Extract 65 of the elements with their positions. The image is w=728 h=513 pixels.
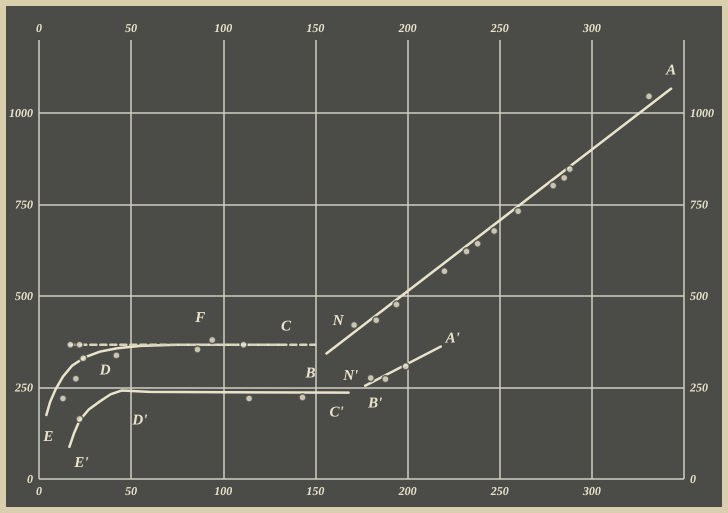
y-tick-label: 750	[15, 198, 33, 212]
x-tick-label: 150	[306, 21, 324, 35]
line-series	[68, 389, 350, 448]
point	[66, 340, 75, 349]
point	[372, 316, 380, 324]
point	[350, 320, 358, 330]
x2-tick-label: 100	[214, 484, 232, 498]
point	[366, 374, 375, 382]
x-tick-label: 250	[490, 21, 509, 35]
y2-tick-label: 500	[690, 289, 708, 304]
annotation: B'	[367, 396, 382, 412]
annotation: E'	[73, 454, 88, 471]
annotation: A'	[444, 330, 460, 347]
point	[644, 92, 654, 101]
x2-tick-label: 200	[398, 484, 417, 498]
y2-tick-label: 750	[690, 198, 708, 212]
point	[112, 351, 121, 360]
point	[72, 374, 80, 384]
point	[392, 300, 401, 309]
x2-tick-label: 150	[306, 484, 324, 498]
point	[244, 394, 254, 403]
x-tick-label: 50	[125, 21, 138, 35]
x2-tick-label: 250	[490, 484, 509, 498]
annotation: C	[280, 318, 292, 335]
point	[381, 374, 390, 384]
point	[78, 354, 88, 363]
y-tick-label: 1000	[9, 106, 33, 120]
x2-tick-label: 50	[125, 484, 138, 498]
annotation: A	[665, 62, 676, 79]
y2-tick-label: 1000	[690, 106, 714, 120]
annotation: N	[332, 312, 345, 329]
annotation: N'	[342, 368, 358, 384]
point	[298, 393, 307, 402]
point	[566, 164, 574, 174]
annotation: E	[42, 428, 54, 445]
point	[514, 206, 522, 216]
x-tick-label: 200	[398, 21, 417, 35]
x-tick-label: 100	[214, 21, 232, 35]
point	[208, 336, 216, 344]
point	[239, 340, 248, 349]
x2-tick-label: 300	[582, 484, 601, 498]
point	[440, 266, 449, 276]
point	[401, 362, 410, 371]
x2-tick-label: 0	[36, 484, 42, 498]
point	[560, 174, 568, 182]
point	[75, 414, 84, 424]
annotation: D'	[131, 412, 148, 428]
point	[193, 345, 202, 354]
point	[490, 226, 498, 236]
y-tick-label: 250	[14, 380, 33, 395]
annotation: B	[304, 366, 316, 382]
point	[462, 247, 471, 256]
point	[75, 340, 84, 349]
y-tick-label: 500	[15, 289, 33, 304]
annotation: D	[98, 362, 111, 378]
point	[58, 394, 68, 403]
x-tick-label: 0	[36, 21, 42, 35]
annotation: F	[194, 310, 206, 326]
point	[473, 240, 482, 248]
annotation: C'	[330, 404, 344, 421]
point	[548, 181, 558, 190]
y2-tick-label: 0	[690, 472, 696, 486]
y2-tick-label: 250	[689, 380, 708, 395]
y-tick-label: 0	[27, 472, 33, 486]
x-tick-label: 300	[582, 21, 601, 35]
